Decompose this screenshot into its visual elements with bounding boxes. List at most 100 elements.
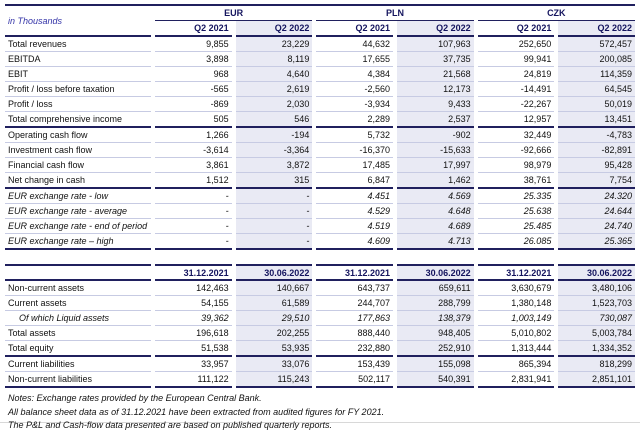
row-label: Investment cash flow (5, 143, 151, 158)
row-label: Total assets (5, 326, 151, 341)
column-header-q2-2021: Q2 2021 (155, 21, 232, 37)
currency-group-eur: EUR (155, 6, 313, 21)
value-cell: 24.740 (558, 219, 635, 234)
table-row: EUR exchange rate - average - -4.529 4.648 2… (5, 204, 635, 219)
row-label: Total revenues (5, 37, 151, 52)
value-cell: 38,761 (477, 173, 555, 189)
value-cell: 4.609 (316, 234, 393, 250)
value-cell: 1,380,148 (477, 296, 555, 311)
table-row: Financial cash flow 3,861 3,872 17,485 17,99… (5, 158, 635, 173)
table-row: Profit / loss -869 2,030 -3,934 9,433 -22,267… (5, 97, 635, 112)
value-cell: -14,491 (477, 82, 555, 97)
value-cell: 252,910 (396, 341, 474, 357)
value-cell: 3,861 (155, 158, 232, 173)
value-cell: 140,667 (235, 281, 313, 296)
balance-sheet-header: 31.12.2021 30.06.2022 31.12.2021 30.06.2… (5, 264, 635, 281)
value-cell: 202,255 (235, 326, 313, 341)
row-label: Total equity (5, 341, 151, 357)
value-cell: 572,457 (558, 37, 635, 52)
value-cell: 21,568 (396, 67, 474, 82)
table-row: EUR exchange rate – high - -4.609 4.713 26.0… (5, 234, 635, 250)
value-cell: 98,979 (477, 158, 555, 173)
currency-group-pln: PLN (316, 6, 474, 21)
table-row: Non-current liabilities 111,122 115,243 502… (5, 372, 635, 388)
value-cell: 64,545 (558, 82, 635, 97)
value-cell: 502,117 (316, 372, 393, 388)
value-cell: 2,030 (235, 97, 313, 112)
table-row: Operating cash flow 1,266 -194 5,732 -902 32,… (5, 128, 635, 143)
empty-header-cell (5, 264, 151, 281)
value-cell: 1,334,352 (558, 341, 635, 357)
value-cell: 111,122 (155, 372, 232, 388)
value-cell: 5,003,784 (558, 326, 635, 341)
table-row: EBIT 968 4,640 4,384 21,568 24,819 114,359 (5, 67, 635, 82)
column-header-q2-2021: Q2 2021 (316, 21, 393, 37)
pnl-section: Total revenues 9,855 23,229 44,632 107,963 25… (5, 37, 635, 128)
value-cell: 99,941 (477, 52, 555, 67)
value-cell: 33,957 (155, 357, 232, 372)
value-cell: 315 (235, 173, 313, 189)
table-row: Current liabilities 33,957 33,076 153,439 15… (5, 357, 635, 372)
value-cell: 200,085 (558, 52, 635, 67)
table-row: Current assets 54,155 61,589 244,707 288,799… (5, 296, 635, 311)
value-cell: 9,855 (155, 37, 232, 52)
value-cell: 177,863 (316, 311, 393, 326)
value-cell: 3,480,106 (558, 281, 635, 296)
value-cell: -194 (235, 128, 313, 143)
table-row: EUR exchange rate - end of period - -4.519… (5, 219, 635, 234)
value-cell: 29,510 (235, 311, 313, 326)
value-cell: 7,754 (558, 173, 635, 189)
value-cell: -2,560 (316, 82, 393, 97)
value-cell: - (235, 189, 313, 204)
value-cell: 252,650 (477, 37, 555, 52)
row-label: Net change in cash (5, 173, 151, 189)
row-label: Current liabilities (5, 357, 151, 372)
value-cell: 4.648 (396, 204, 474, 219)
value-cell: -92,666 (477, 143, 555, 158)
value-cell: 17,997 (396, 158, 474, 173)
value-cell: 25.638 (477, 204, 555, 219)
value-cell: 114,359 (558, 67, 635, 82)
value-cell: 232,880 (316, 341, 393, 357)
value-cell: 24,819 (477, 67, 555, 82)
value-cell: 12,173 (396, 82, 474, 97)
value-cell: 50,019 (558, 97, 635, 112)
row-label: EBIT (5, 67, 151, 82)
row-label: EBITDA (5, 52, 151, 67)
value-cell: 5,732 (316, 128, 393, 143)
column-header-q2-2021: Q2 2021 (477, 21, 555, 37)
row-label: EUR exchange rate – high (5, 234, 151, 250)
value-cell: 95,428 (558, 158, 635, 173)
currency-group-czk: CZK (477, 6, 635, 21)
value-cell: 888,440 (316, 326, 393, 341)
value-cell: 4.713 (396, 234, 474, 250)
row-label: Non-current assets (5, 281, 151, 296)
column-header-date: 31.12.2021 (316, 264, 393, 281)
value-cell: 12,957 (477, 112, 555, 128)
value-cell: 3,872 (235, 158, 313, 173)
value-cell: 24.644 (558, 204, 635, 219)
balance-sheet-table: 31.12.2021 30.06.2022 31.12.2021 30.06.2… (5, 264, 635, 388)
value-cell: - (235, 219, 313, 234)
value-cell: 546 (235, 112, 313, 128)
value-cell: 39,362 (155, 311, 232, 326)
value-cell: - (235, 204, 313, 219)
value-cell: 33,076 (235, 357, 313, 372)
row-label: EUR exchange rate - low (5, 189, 151, 204)
value-cell: 2,851,101 (558, 372, 635, 388)
value-cell: 25.365 (558, 234, 635, 250)
value-cell: 51,538 (155, 341, 232, 357)
column-header-q2-2022: Q2 2022 (396, 21, 474, 37)
row-label: Current assets (5, 296, 151, 311)
balance-sheet-section: Non-current assets 142,463 140,667 643,737 6… (5, 281, 635, 388)
value-cell: - (155, 219, 232, 234)
value-cell: 3,630,679 (477, 281, 555, 296)
value-cell: 4.529 (316, 204, 393, 219)
value-cell: 4.451 (316, 189, 393, 204)
value-cell: 13,451 (558, 112, 635, 128)
value-cell: -3,364 (235, 143, 313, 158)
value-cell: 4.519 (316, 219, 393, 234)
value-cell: 25.485 (477, 219, 555, 234)
value-cell: 153,439 (316, 357, 393, 372)
value-cell: 1,462 (396, 173, 474, 189)
